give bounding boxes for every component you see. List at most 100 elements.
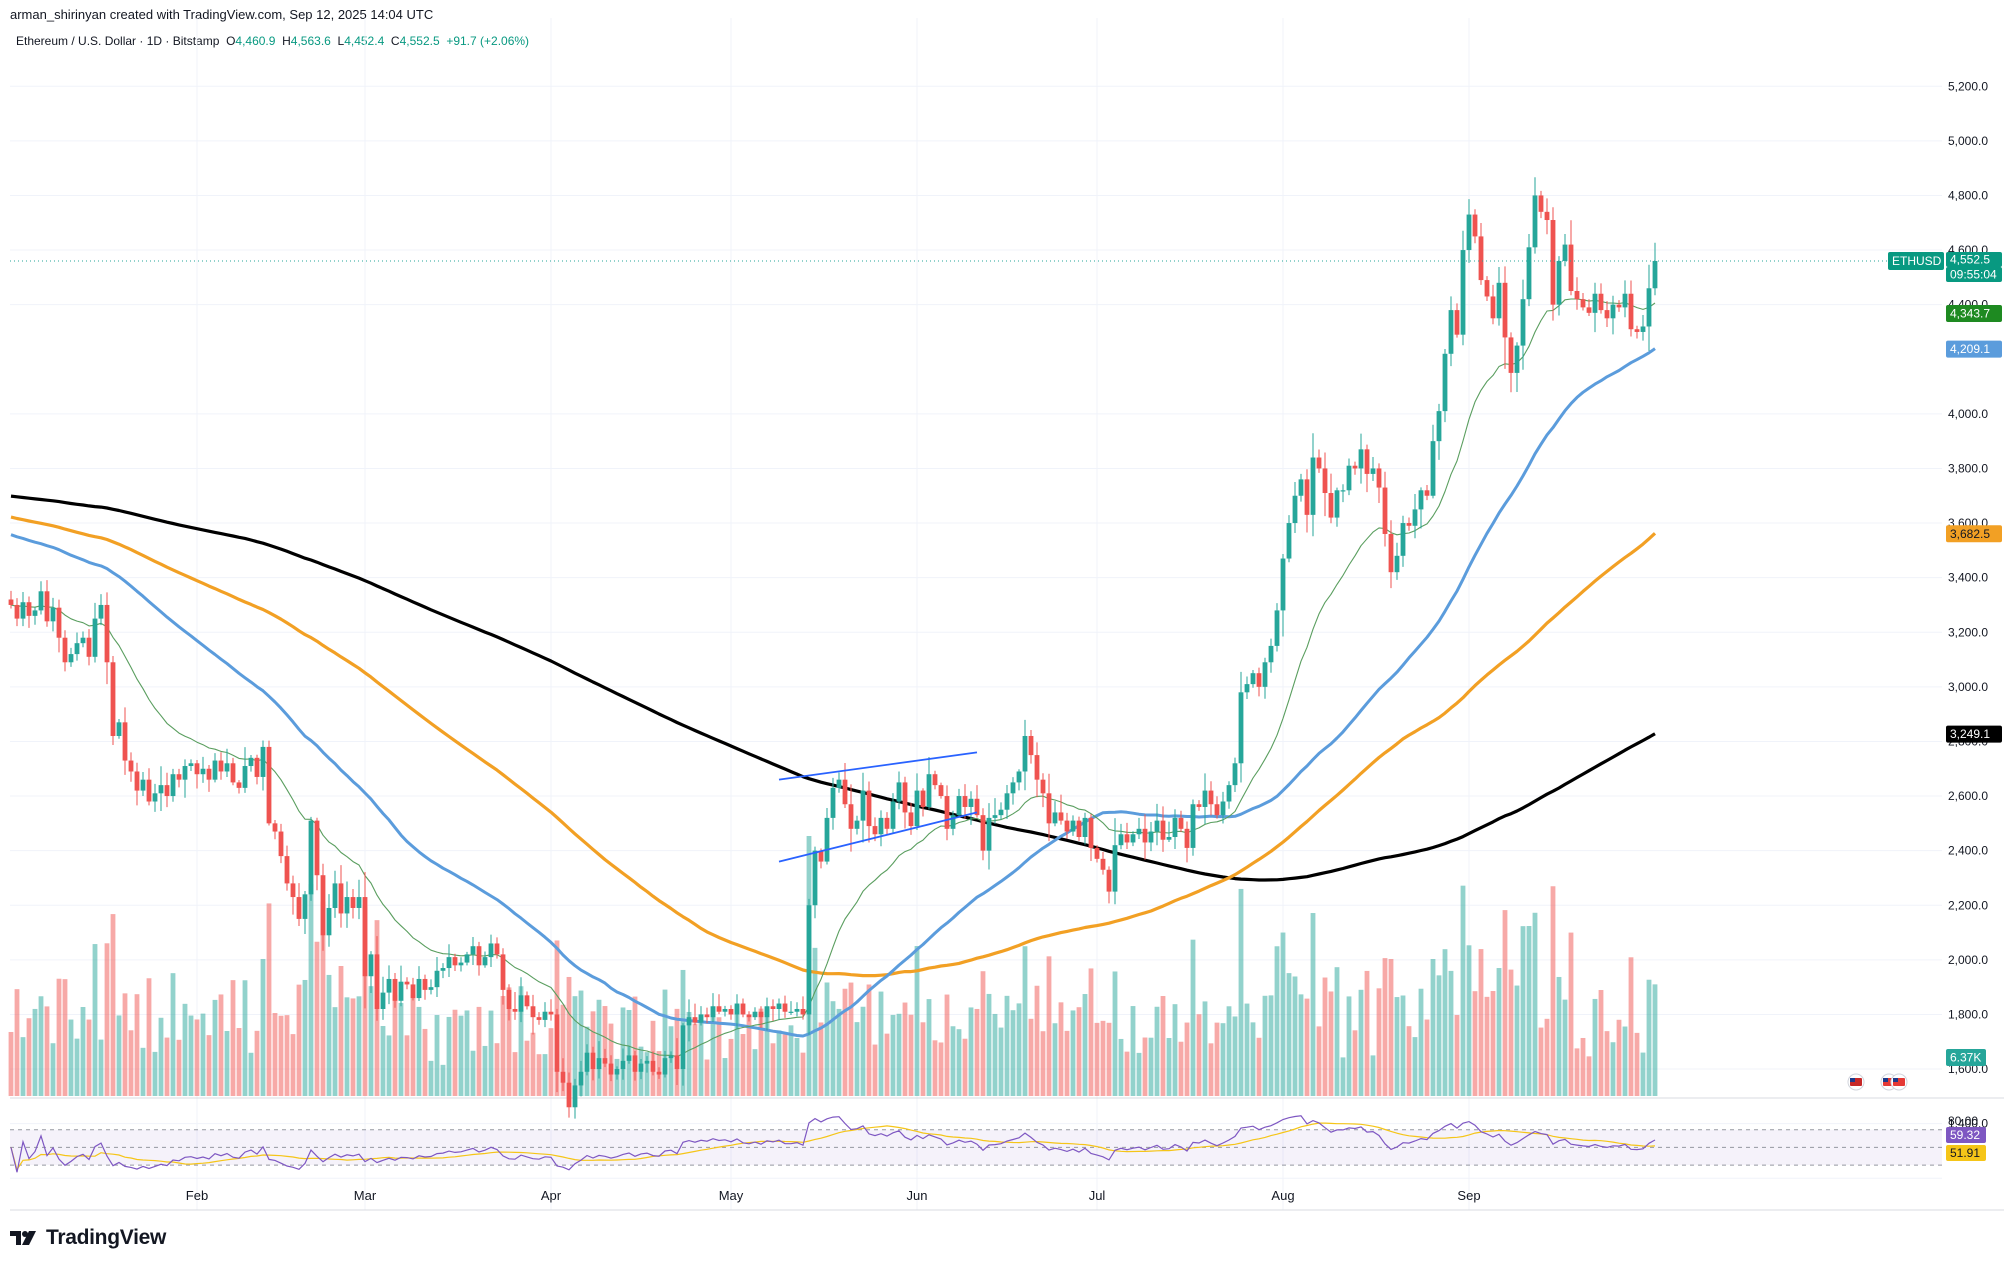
volume-bar <box>776 1030 782 1096</box>
candle-body <box>914 790 920 827</box>
candle-body <box>98 604 104 619</box>
time-tick-label: Jul <box>1089 1188 1106 1203</box>
candle-body <box>806 905 812 1015</box>
volume-bar <box>722 1058 728 1096</box>
candle-body <box>38 591 44 611</box>
volume-bar <box>230 980 236 1096</box>
candle-body <box>998 809 1004 816</box>
candle-body <box>1310 457 1316 515</box>
candle-body <box>206 768 212 780</box>
volume-bar <box>1292 976 1298 1096</box>
volume-bar <box>398 1002 404 1096</box>
candle-body <box>1010 782 1016 794</box>
candle-body <box>176 774 182 780</box>
volume-bar <box>1196 1014 1202 1096</box>
candle-body <box>1514 345 1520 373</box>
candle-body <box>164 785 170 797</box>
volume-bar <box>1322 977 1328 1096</box>
candle-body <box>656 1071 662 1075</box>
candle-body <box>1442 353 1448 412</box>
volume-bar <box>1028 1018 1034 1096</box>
volume-bar <box>1526 926 1532 1096</box>
volume-bar <box>1112 971 1118 1096</box>
volume-bar <box>524 1040 530 1096</box>
volume-bar <box>944 994 950 1096</box>
candle-body <box>1292 495 1298 524</box>
tradingview-logo[interactable]: TradingView <box>10 1226 166 1250</box>
price-axis[interactable]: 5,200.05,000.04,800.04,600.04,400.04,000… <box>1948 79 1988 1130</box>
candle-body <box>14 604 20 619</box>
chart-attribution: arman_shirinyan created with TradingView… <box>10 7 434 22</box>
candle-body <box>632 1055 638 1072</box>
volume-bar <box>500 996 506 1096</box>
ma-50-badge-text: 4,209.1 <box>1950 342 1990 356</box>
volume-bar <box>188 1015 194 1096</box>
event-flag-icon <box>1890 1073 1908 1091</box>
volume-bar <box>572 996 578 1096</box>
volume-bar <box>914 946 920 1096</box>
rsi-value-badge-text: 59.32 <box>1950 1128 1980 1142</box>
candle-body <box>962 796 968 807</box>
ma-100-badge-bg <box>1946 525 2002 543</box>
candle-body <box>308 820 314 895</box>
candle-body <box>1274 610 1280 646</box>
moving-averages <box>10 298 1657 1058</box>
volume-bar <box>98 1039 104 1096</box>
time-tick-label: Apr <box>541 1188 562 1203</box>
volume-bar <box>1244 1003 1250 1096</box>
candle-body <box>932 774 938 786</box>
volume-bar <box>1388 958 1394 1096</box>
volume-bar <box>1340 1057 1346 1096</box>
volume-bar <box>1010 1010 1016 1096</box>
volume-bar <box>1448 970 1454 1096</box>
candle-body <box>920 790 926 807</box>
candle-body <box>938 785 944 797</box>
volume-bar <box>950 1026 956 1096</box>
countdown-badge-text: 09:55:04 <box>1950 267 1997 281</box>
volume-bar <box>1268 995 1274 1096</box>
ma-200-badge-text: 3,249.1 <box>1950 727 1990 741</box>
volume-bar <box>1316 1026 1322 1096</box>
volume-bar <box>1400 995 1406 1096</box>
candle-body <box>1034 755 1040 780</box>
volume-bar <box>200 1013 206 1096</box>
candle-body <box>1268 645 1274 663</box>
symbol-name[interactable]: Ethereum / U.S. Dollar · 1D · Bitstamp <box>16 34 220 48</box>
volume-bar <box>206 1035 212 1096</box>
volume-bar <box>1568 932 1574 1096</box>
candle-body <box>506 989 512 1009</box>
volume-bar <box>1124 1051 1130 1096</box>
flag-canton <box>1893 1078 1898 1082</box>
volume-bar <box>1346 996 1352 1096</box>
candle-body <box>1286 523 1292 559</box>
volume-bar <box>1304 998 1310 1096</box>
candle-body <box>170 774 176 797</box>
volume-bar <box>410 994 416 1096</box>
candle-body <box>854 820 860 829</box>
candle-body <box>722 1008 728 1012</box>
volume-bar <box>236 1028 242 1096</box>
candle-body <box>1400 523 1406 556</box>
volume-bar <box>446 1016 452 1096</box>
candle-body <box>1352 465 1358 469</box>
volume-bar <box>488 1010 494 1096</box>
time-axis[interactable]: Feb Mar Apr May Jun Jul Aug Sep <box>186 1188 1481 1203</box>
candle-body <box>224 763 230 772</box>
volume-bar <box>1352 1030 1358 1096</box>
candle-body <box>812 850 818 906</box>
candle-body <box>650 1060 656 1072</box>
volume-bar <box>476 1006 482 1096</box>
candle-body <box>1094 847 1100 859</box>
volume-bar <box>968 1007 974 1096</box>
volume-bar <box>1256 1037 1262 1096</box>
candle-body <box>542 1011 548 1020</box>
candle-body <box>536 1017 542 1020</box>
volume-bar <box>548 1028 554 1096</box>
volume-bar <box>1046 956 1052 1096</box>
candle-body <box>128 760 134 772</box>
rsi-signal-badge: 51.91 <box>1946 1145 1986 1161</box>
volume-bar <box>848 982 854 1096</box>
candle-body <box>212 760 218 780</box>
candle-body <box>20 602 26 619</box>
